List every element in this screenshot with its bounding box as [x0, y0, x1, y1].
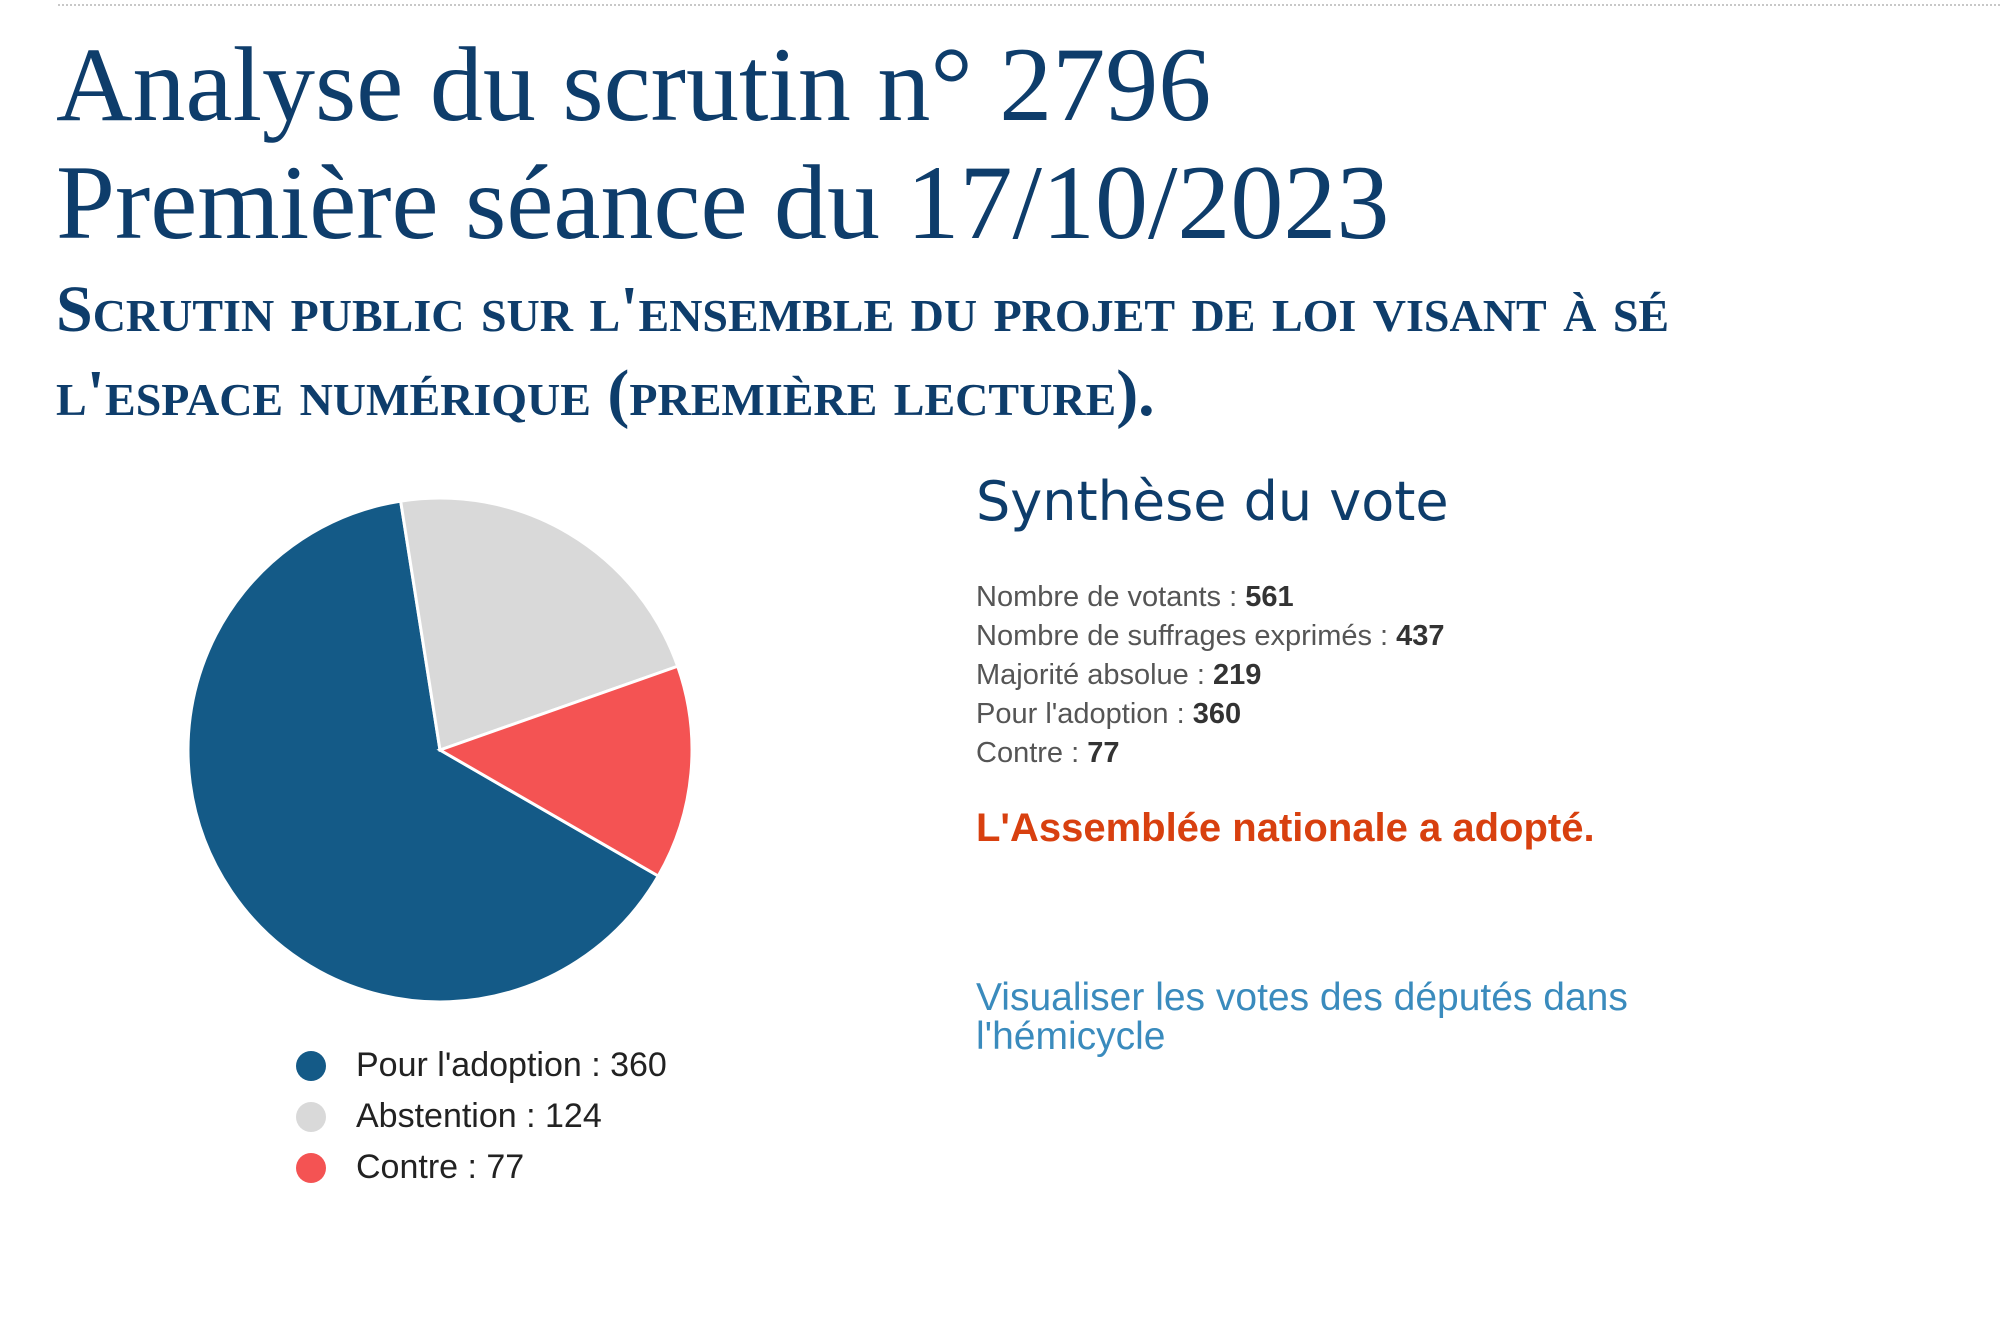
scrutin-description-line1: Scrutin public sur l'ensemble du projet … — [56, 273, 1670, 346]
legend-swatch-icon — [296, 1101, 326, 1132]
vote-result: L'Assemblée nationale a adopté. — [976, 806, 1595, 850]
scrutin-description-line2: l'espace numérique (première lecture). — [56, 357, 1155, 430]
page-title-seance: Première séance du 17/10/2023 — [56, 144, 1390, 261]
stat-suffrages-exprimes: Nombre de suffrages exprimés : 437 — [976, 617, 1445, 656]
pie-svg — [186, 496, 694, 1004]
vote-stats-list: Nombre de votants : 561 Nombre de suffra… — [976, 578, 1445, 773]
vote-summary-heading: Synthèse du vote — [976, 470, 1449, 533]
stat-label: Pour l'adoption : — [976, 698, 1193, 730]
stat-value: 360 — [1192, 698, 1242, 730]
legend-item[interactable]: Contre : 77 — [296, 1142, 667, 1193]
stat-contre: Contre : 77 — [976, 734, 1445, 773]
pie-slice-pour-l-adoption[interactable] — [186, 499, 661, 1004]
stat-label: Contre : — [976, 737, 1088, 769]
stat-pour: Pour l'adoption : 360 — [976, 695, 1445, 734]
legend-swatch-icon — [296, 1152, 326, 1183]
scrutin-description: Scrutin public sur l'ensemble du projet … — [56, 268, 2000, 436]
vote-pie-chart — [180, 490, 700, 1010]
stat-label: Nombre de votants : — [976, 581, 1246, 613]
top-divider — [58, 4, 2000, 6]
legend-swatch-icon — [296, 1050, 326, 1081]
stat-value: 561 — [1245, 581, 1294, 613]
legend-label: Pour l'adoption : 360 — [356, 1046, 667, 1084]
stat-value: 437 — [1396, 620, 1445, 652]
page-title-scrutin: Analyse du scrutin n° 2796 — [56, 26, 1212, 143]
legend-label: Abstention : 124 — [356, 1097, 602, 1135]
stat-label: Majorité absolue : — [976, 659, 1213, 691]
legend-item[interactable]: Pour l'adoption : 360 — [296, 1040, 667, 1091]
legend-label: Contre : 77 — [356, 1148, 525, 1186]
hemicycle-link[interactable]: Visualiser les votes des députés dans l'… — [976, 976, 1628, 1058]
stat-value: 219 — [1212, 659, 1262, 691]
pie-slice-contre[interactable] — [436, 664, 694, 879]
stat-label: Nombre de suffrages exprimés : — [976, 620, 1397, 652]
stat-votants: Nombre de votants : 561 — [976, 578, 1445, 617]
legend-item[interactable]: Abstention : 124 — [296, 1091, 667, 1142]
stat-value: 77 — [1087, 737, 1120, 769]
stat-majorite-absolue: Majorité absolue : 219 — [976, 656, 1445, 695]
pie-legend: Pour l'adoption : 360 Abstention : 124 Con… — [296, 1040, 667, 1193]
pie-slice-abstention[interactable] — [398, 496, 680, 753]
